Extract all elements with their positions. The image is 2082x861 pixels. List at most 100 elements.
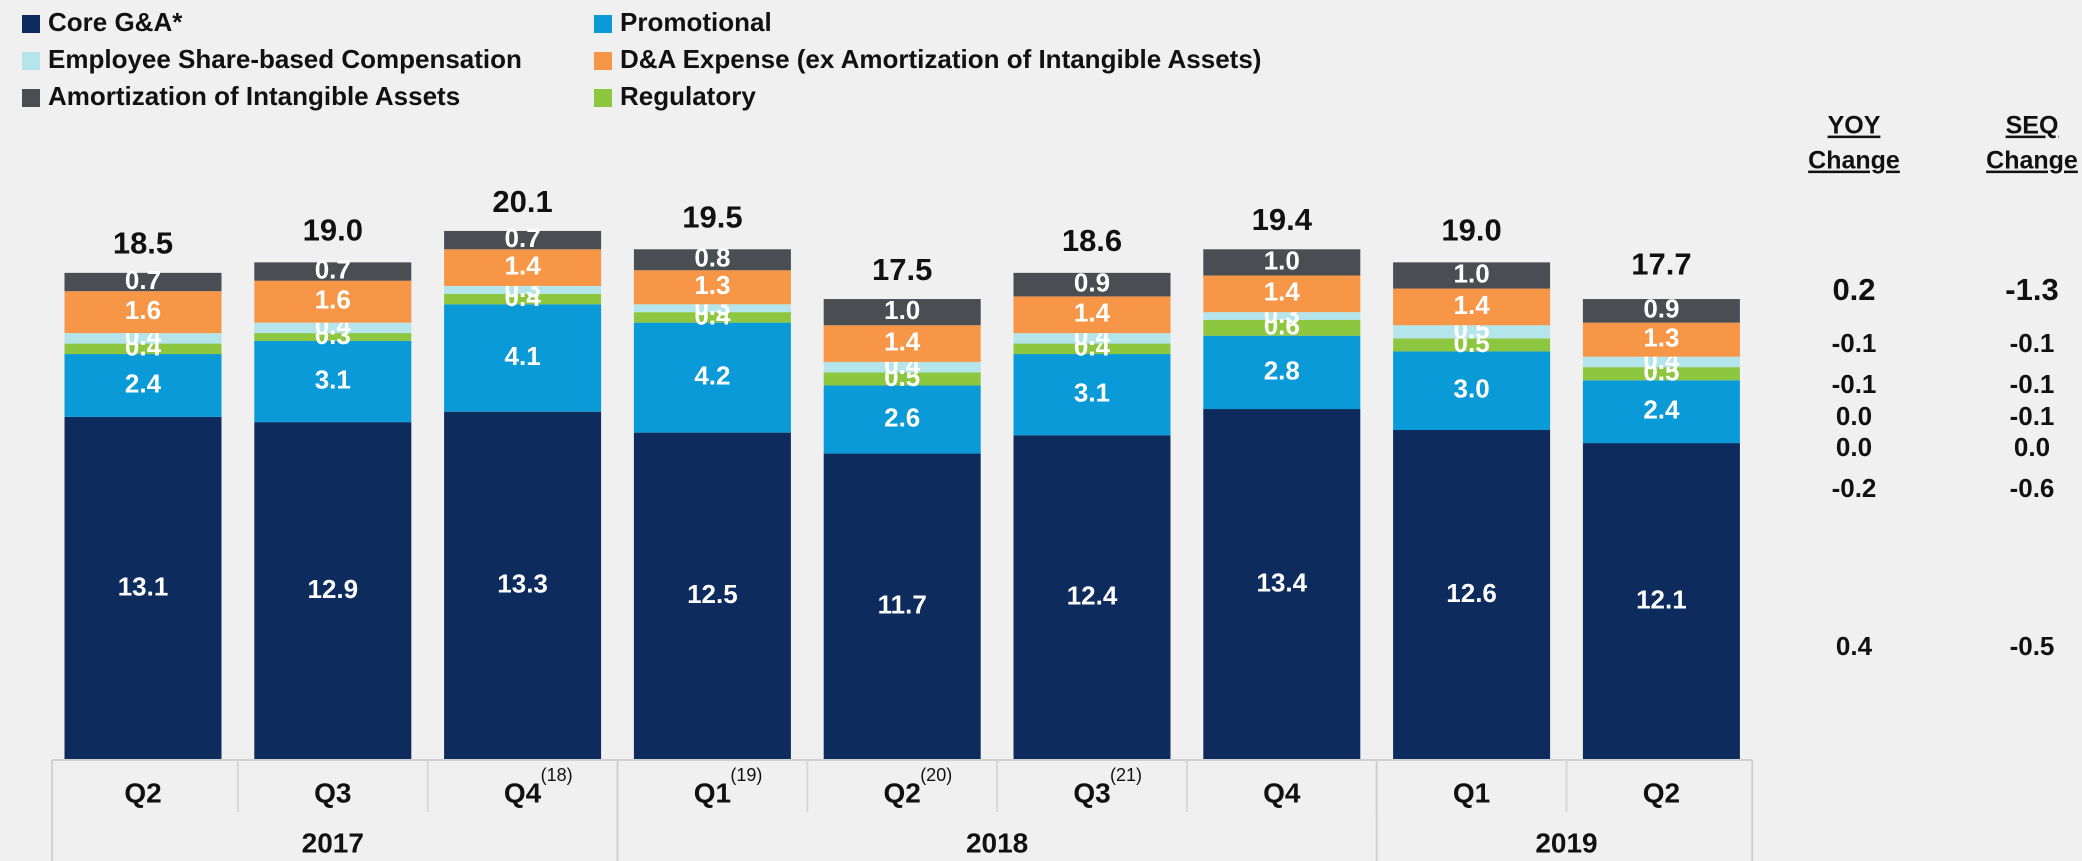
bar-segment (1203, 409, 1361, 760)
bar-segment (254, 280, 412, 323)
total-label: 19.5 (682, 199, 742, 234)
data-label: 1.4 (505, 250, 542, 280)
change-value: -0.1 (2010, 328, 2055, 358)
data-label: 1.4 (1264, 277, 1301, 307)
legend-swatch (22, 52, 40, 70)
bar-segment (64, 416, 222, 760)
category-label: Q3 (1073, 777, 1110, 808)
bar-segment (254, 262, 412, 281)
change-header: Change (1986, 147, 2078, 175)
bar-segment (64, 272, 222, 292)
total-label: 19.0 (303, 213, 363, 248)
change-value: 0.0 (1836, 401, 1872, 431)
bar-segment (1582, 299, 1740, 323)
change-value: 0.0 (2014, 432, 2050, 462)
footnote-mark: (18) (541, 765, 573, 785)
bar-segment (633, 322, 791, 433)
bar-segment (1013, 354, 1171, 436)
bar-segment (633, 270, 791, 305)
bar-segment (1013, 343, 1171, 355)
footnote-mark: (21) (1110, 765, 1142, 785)
category-label: Q3 (314, 777, 351, 808)
bar-segment (1582, 443, 1740, 760)
data-label: 2.4 (1643, 395, 1680, 425)
data-label: 0.7 (505, 223, 541, 253)
legend-label: Core G&A* (48, 7, 183, 37)
legend-swatch (594, 52, 612, 70)
year-label: 2017 (302, 827, 364, 858)
bar-segment (64, 354, 222, 417)
data-label: 12.4 (1067, 580, 1118, 610)
change-header: Change (1808, 147, 1900, 175)
data-label: 0.7 (315, 254, 351, 284)
bar-segment (1393, 338, 1551, 352)
change-value: -1.3 (2005, 272, 2058, 307)
bar-segment (1203, 275, 1361, 313)
bar-segment (254, 340, 412, 423)
total-label: 20.1 (492, 184, 552, 219)
bar-segment (64, 343, 222, 355)
data-label: 12.5 (687, 579, 738, 609)
data-label: 1.0 (1264, 245, 1300, 275)
total-label: 19.4 (1252, 202, 1313, 237)
bar-segment (1393, 430, 1551, 760)
change-value: -0.6 (2010, 473, 2055, 503)
data-label: 13.1 (118, 571, 169, 601)
bar-segment (444, 411, 602, 760)
data-label: 2.6 (884, 402, 920, 432)
change-value: 0.2 (1832, 272, 1875, 307)
data-label: 1.0 (1454, 258, 1490, 288)
bar-segment (1393, 325, 1551, 339)
bar-segment (1582, 380, 1740, 444)
bar-segment (254, 422, 412, 760)
legend-label: Employee Share-based Compensation (48, 44, 522, 74)
change-value: -0.1 (1832, 369, 1877, 399)
category-label: Q2 (884, 777, 921, 808)
change-value: -0.1 (2010, 401, 2055, 431)
change-value: -0.2 (1832, 473, 1877, 503)
bar-segment (633, 312, 791, 323)
total-label: 19.0 (1441, 213, 1501, 248)
bar-segment (633, 249, 791, 271)
category-label: Q4 (504, 777, 542, 808)
category-label: Q1 (1453, 777, 1490, 808)
legend-swatch (594, 15, 612, 33)
data-label: 1.0 (884, 295, 920, 325)
bar-segment (64, 291, 222, 334)
bar-segment (633, 432, 791, 760)
data-label: 1.6 (125, 295, 161, 325)
change-value: -0.1 (2010, 369, 2055, 399)
data-label: 1.4 (1454, 290, 1491, 320)
data-label: 3.1 (315, 364, 351, 394)
bar-segment (1203, 312, 1361, 320)
data-label: 0.9 (1074, 268, 1110, 298)
legend-swatch (594, 89, 612, 107)
bar-segment (823, 385, 981, 454)
bar-segment (444, 293, 602, 305)
data-label: 0.7 (125, 265, 161, 295)
data-label: 1.4 (884, 326, 921, 356)
total-label: 18.5 (113, 226, 173, 261)
category-label: Q4 (1263, 777, 1301, 808)
bar-segment (1393, 288, 1551, 326)
data-label: 0.9 (1643, 294, 1679, 324)
bar-segment (1393, 351, 1551, 430)
data-label: 13.4 (1256, 567, 1307, 597)
data-label: 4.2 (694, 360, 730, 390)
data-label: 3.0 (1454, 374, 1490, 404)
legend-label: D&A Expense (ex Amortization of Intangib… (620, 44, 1261, 74)
data-label: 11.7 (878, 590, 927, 620)
bar-segment (1203, 249, 1361, 276)
footnote-mark: (19) (730, 765, 762, 785)
change-header: YOY (1828, 112, 1881, 140)
legend-swatch (22, 89, 40, 107)
bar-segment (823, 372, 981, 386)
bar-segment (1393, 262, 1551, 289)
legend-swatch (22, 15, 40, 33)
bar-segment (254, 333, 412, 341)
legend-label: Regulatory (620, 81, 756, 111)
data-label: 4.1 (505, 341, 541, 371)
bar-segment (1203, 335, 1361, 410)
legend-label: Amortization of Intangible Assets (48, 81, 460, 111)
change-header: SEQ (2006, 112, 2059, 140)
